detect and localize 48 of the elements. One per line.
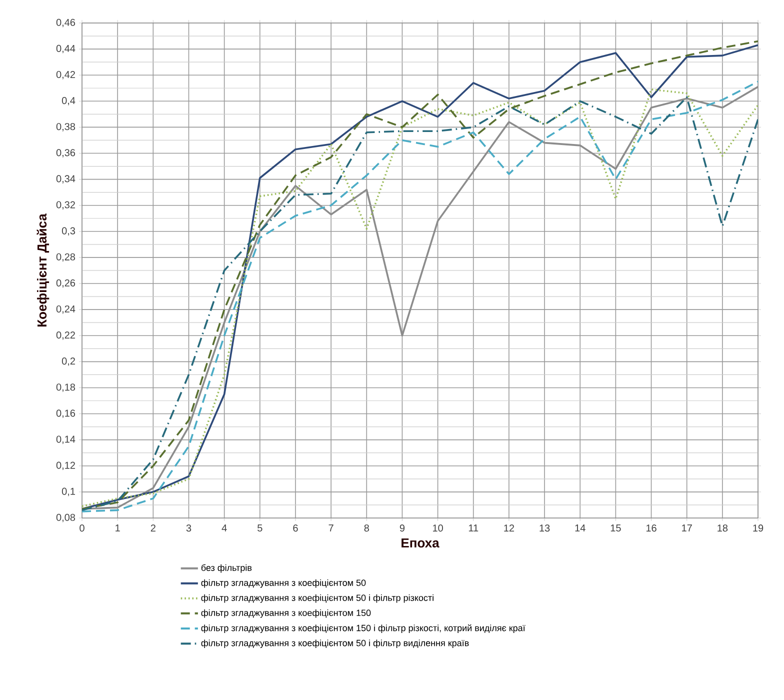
x-tick-label: 4 — [222, 524, 227, 532]
x-tick-label: 2 — [150, 524, 156, 532]
x-axis-title: Епоха — [402, 538, 440, 548]
legend-label: без фільтрів — [201, 564, 252, 573]
y-tick-label: 0,3 — [62, 227, 76, 236]
x-tick-label: 6 — [293, 524, 298, 532]
x-tick-label: 8 — [364, 524, 369, 532]
x-tick-label: 13 — [540, 524, 550, 532]
y-tick-label: 0,32 — [56, 201, 75, 210]
y-axis-title: Коефіцієнт Дайса — [36, 214, 50, 327]
legend-label: фільтр згладжування з коефіцієнтом 150 і фільтр різкості, котрий виділяє краї — [201, 624, 526, 633]
y-tick-label: 0,16 — [56, 410, 76, 418]
x-tick-label: 11 — [468, 524, 478, 532]
x-tick-label: 12 — [504, 524, 514, 532]
x-tick-label: 15 — [610, 524, 621, 532]
y-tick-label: 0,2 — [62, 358, 75, 366]
x-tick-label: 7 — [328, 524, 334, 532]
legend-label: фільтр згладжування з коефіцієнтом 50 і фільтр різкості — [201, 594, 434, 603]
y-tick-label: 0,26 — [56, 279, 76, 288]
x-tick-label: 19 — [753, 524, 764, 532]
y-tick-label: 0,28 — [56, 253, 76, 262]
x-tick-label: 5 — [258, 524, 262, 532]
y-tick-label: 0,12 — [56, 462, 75, 470]
x-tick-label: 18 — [718, 524, 728, 532]
y-tick-label: 0,14 — [56, 436, 76, 444]
x-tick-label: 1 — [116, 524, 120, 532]
legend-label: фільтр згладжування з коефіцієнтом 50 і фільтр виділення країв — [201, 640, 469, 648]
x-tick-label: 17 — [682, 524, 692, 532]
y-tick-label: 0,38 — [56, 123, 76, 132]
y-tick-label: 0,24 — [56, 305, 76, 314]
legend-label: фільтр згладжування з коефіцієнтом 50 — [201, 579, 366, 588]
y-tick-label: 0,44 — [56, 44, 76, 54]
x-tick-label: 0 — [80, 524, 84, 532]
y-tick-label: 0,42 — [56, 70, 75, 80]
legend-label: фільтр згладжування з коефіцієнтом 150 — [201, 609, 371, 618]
x-tick-label: 10 — [433, 524, 443, 532]
y-tick-label: 0,1 — [62, 488, 75, 496]
x-tick-label: 9 — [400, 524, 405, 532]
x-tick-label: 14 — [575, 524, 586, 532]
y-tick-label: 0,36 — [56, 149, 76, 158]
y-tick-label: 0,34 — [56, 175, 76, 184]
y-tick-label: 0,46 — [56, 18, 76, 28]
y-tick-label: 0,08 — [56, 514, 76, 522]
y-tick-label: 0,4 — [62, 97, 76, 106]
x-tick-label: 16 — [646, 524, 656, 532]
y-tick-label: 0,18 — [56, 384, 76, 392]
y-tick-label: 0,22 — [56, 331, 75, 340]
x-tick-label: 3 — [186, 524, 192, 532]
